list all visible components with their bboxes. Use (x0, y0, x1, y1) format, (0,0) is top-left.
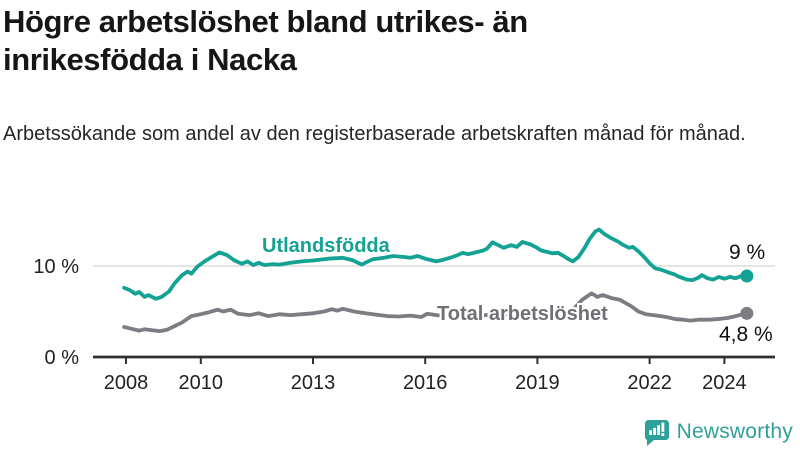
x-axis-label-2016: 2016 (403, 372, 448, 394)
x-axis-label-2022: 2022 (627, 372, 672, 394)
x-axis-label-2024: 2024 (702, 372, 747, 394)
newsworthy-logo: Newsworthy (643, 418, 793, 446)
x-axis-label-2008: 2008 (104, 372, 149, 394)
chart-plot: 0 % 10 % 2008 2010 2013 2016 2019 2022 2024 (33, 227, 775, 394)
x-axis-label-2013: 2013 (291, 372, 336, 394)
end-value-label-utlandsfodda: 9 % (729, 241, 766, 264)
x-axis-label-2010: 2010 (179, 372, 224, 394)
page-title: Högre arbetslöshet bland utrikes- än inr… (3, 4, 528, 77)
chart-subtitle: Arbetssökande som andel av den registerb… (3, 123, 746, 145)
bar-chart-speech-bubble-icon (644, 420, 669, 446)
series-label-total-arbetsloshet: Total arbetslöshet (437, 303, 608, 325)
series-line-total (122, 291, 749, 334)
end-value-label-total: 4,8 % (719, 323, 773, 346)
newsworthy-wordmark: Newsworthy (676, 420, 793, 443)
series-label-utlandsfodda: Utlandsfödda (262, 235, 390, 257)
series-end-dot-total (740, 306, 754, 320)
y-axis-label-0: 0 % (45, 347, 80, 369)
x-axis-label-2019: 2019 (515, 372, 560, 394)
series-end-dot-utlandsfodda (740, 269, 754, 283)
y-axis-label-10: 10 % (33, 256, 79, 278)
series-line-utlandsfodda (122, 227, 749, 301)
